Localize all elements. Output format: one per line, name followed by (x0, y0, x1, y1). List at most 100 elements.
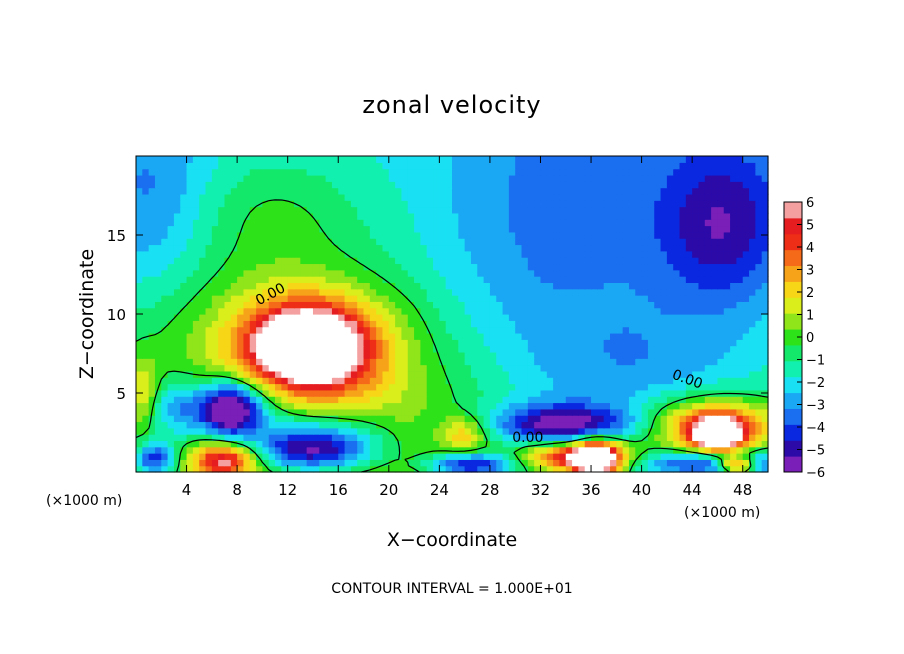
field-cell (489, 459, 497, 467)
field-cell (287, 212, 295, 220)
field-cell (452, 162, 459, 170)
field-cell (249, 446, 257, 454)
field-cell (553, 174, 561, 182)
field-cell (211, 446, 219, 454)
field-cell (685, 402, 693, 410)
field-cell (628, 434, 636, 441)
field-cell (749, 193, 756, 201)
field-cell (445, 250, 453, 258)
field-cell (616, 358, 624, 366)
field-cell (692, 263, 700, 271)
field-cell (584, 174, 592, 182)
field-cell (186, 459, 194, 467)
field-cell (673, 370, 681, 378)
field-cell (736, 465, 744, 473)
field-cell (730, 269, 737, 277)
field-cell (433, 301, 440, 309)
field-cell (445, 320, 453, 328)
field-cell (622, 389, 630, 397)
field-cell (243, 200, 251, 208)
field-cell (420, 219, 428, 227)
field-cell (433, 396, 440, 404)
field-cell (635, 282, 643, 290)
field-cell (414, 295, 421, 302)
field-cell (420, 282, 428, 290)
field-cell (578, 212, 586, 220)
field-cell (685, 295, 693, 302)
field-cell (338, 345, 346, 353)
field-cell (470, 244, 478, 252)
field-cell (287, 370, 295, 378)
field-cell (173, 415, 181, 423)
field-cell (237, 257, 245, 265)
field-cell (281, 364, 289, 372)
field-cell (237, 408, 245, 416)
field-cell (357, 231, 365, 239)
field-cell (388, 314, 396, 321)
field-cell (641, 345, 649, 353)
field-cell (218, 269, 226, 277)
field-cell (616, 339, 624, 347)
field-cell (192, 263, 200, 271)
field-cell (154, 276, 162, 283)
field-cell (452, 421, 459, 429)
field-cell (572, 402, 579, 410)
field-cell (142, 415, 150, 423)
field-cell (142, 193, 150, 201)
field-cell (154, 415, 162, 423)
field-cell (610, 200, 617, 208)
field-cell (237, 320, 245, 328)
field-cell (692, 168, 700, 176)
field-cell (237, 263, 245, 271)
field-cell (489, 307, 497, 315)
field-cell (249, 339, 257, 347)
field-cell (540, 238, 548, 246)
field-cell (192, 364, 200, 372)
field-cell (673, 389, 681, 397)
field-cell (325, 168, 333, 176)
field-cell (578, 301, 586, 309)
field-cell (603, 446, 611, 454)
field-cell (218, 295, 226, 302)
field-cell (647, 396, 655, 404)
field-cell (445, 396, 453, 404)
field-cell (142, 364, 150, 372)
field-cell (357, 408, 365, 416)
field-cell (628, 332, 636, 340)
field-cell (224, 320, 232, 328)
field-cell (736, 440, 744, 448)
field-cell (312, 269, 320, 277)
field-cell (230, 193, 238, 201)
field-cell (344, 332, 352, 340)
field-cell (534, 307, 542, 315)
field-cell (622, 339, 630, 347)
field-cell (597, 364, 605, 372)
field-cell (654, 421, 662, 429)
field-cell (755, 345, 763, 353)
field-cell (224, 389, 232, 397)
field-cell (445, 307, 453, 315)
field-cell (426, 408, 434, 416)
field-cell (470, 370, 478, 378)
field-cell (136, 465, 143, 473)
field-cell (199, 415, 207, 423)
field-cell (376, 408, 384, 416)
field-cell (268, 396, 276, 404)
field-cell (224, 377, 232, 385)
field-cell (666, 427, 674, 435)
field-cell (597, 421, 605, 429)
field-cell (761, 276, 769, 283)
field-cell (414, 408, 421, 416)
field-cell (237, 295, 245, 302)
field-cell (205, 427, 213, 435)
field-cell (395, 225, 403, 233)
field-cell (173, 263, 181, 271)
field-cell (711, 339, 719, 347)
field-cell (325, 193, 333, 201)
field-cell (470, 383, 478, 391)
field-cell (730, 351, 737, 359)
field-cell (502, 257, 510, 265)
field-cell (211, 206, 219, 214)
field-cell (502, 314, 510, 321)
field-cell (749, 174, 756, 182)
